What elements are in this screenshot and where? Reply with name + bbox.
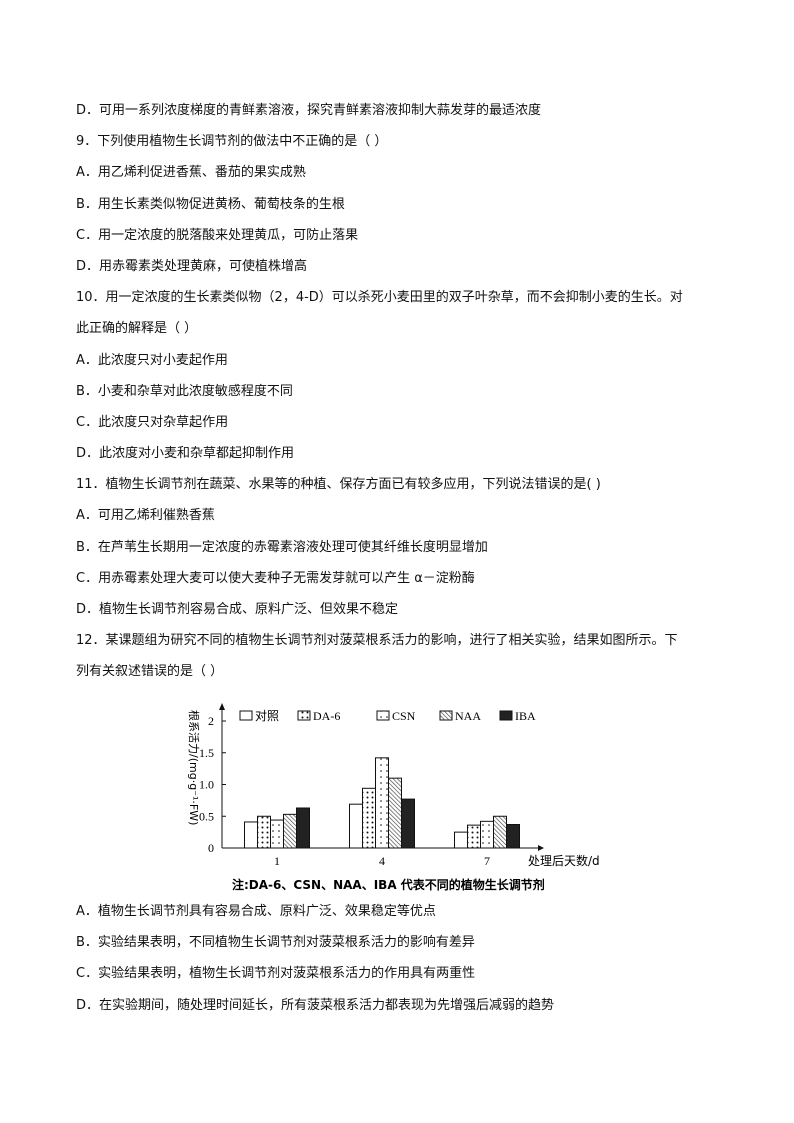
legend-swatch	[297, 710, 311, 721]
bar-NAA	[493, 815, 507, 849]
text-line: C．用赤霉素处理大麦可以使大麦种子无需发芽就可以产生 α－淀粉酶	[76, 570, 475, 586]
legend-label: CSN	[392, 709, 416, 723]
bar-CSN	[375, 757, 389, 849]
x-axis-arrow-icon	[538, 845, 544, 851]
text-line: D．可用一系列浓度梯度的青鲜素溶液，探究青鲜素溶液抑制大蒜发芽的最适浓度	[76, 103, 542, 118]
bar-对照	[454, 831, 468, 849]
y-axis-label: 根系活力/(mg·g⁻¹·FW)	[187, 710, 201, 825]
text-line: 11．植物生长调节剂在蔬菜、水果等的种植、保存方面已有较多应用，下列说法错误的是…	[76, 477, 601, 493]
text-line: A．此浓度只对小麦起作用	[76, 352, 228, 368]
text-line: C．用一定浓度的脱落酸来处理黄瓜，可防止落果	[76, 227, 359, 243]
y-tick-label: 2	[208, 714, 214, 728]
text-line: 12．某课题组为研究不同的植物生长调节剂对菠菜根系活力的影响，进行了相关实验，结…	[76, 633, 678, 649]
text-line: A．植物生长调节剂具有容易合成、原料广泛、效果稳定等优点	[76, 904, 436, 919]
text-line: D．用赤霉素类处理黄麻，可使植株增高	[76, 258, 308, 274]
bar-DA-6	[362, 787, 376, 849]
bar-对照	[244, 821, 258, 849]
x-tick-label: 1	[274, 854, 280, 868]
legend-swatch	[499, 710, 513, 721]
text-line: B．在芦苇生长期用一定浓度的赤霉素溶液处理可使其纤维长度明显增加	[76, 539, 488, 555]
bar-IBA	[506, 824, 520, 849]
text-line: D．此浓度对小麦和杂草都起抑制作用	[76, 446, 295, 462]
bar-NAA	[388, 777, 402, 849]
text-line: B．实验结果表明，不同植物生长调节剂对菠菜根系活力的影响有差异	[76, 935, 475, 951]
text-line: A．可用乙烯利催熟香蕉	[76, 508, 215, 524]
bar-NAA	[283, 813, 297, 849]
bar-IBA	[401, 798, 415, 849]
text-line: D．在实验期间，随处理时间延长，所有菠菜根系活力都表现为先增强后减弱的趋势	[76, 997, 555, 1013]
legend-label: 对照	[255, 709, 279, 723]
text-line: D．植物生长调节剂容易合成、原料广泛、但效果不稳定	[76, 602, 399, 617]
questions-text: D．可用一系列浓度梯度的青鲜素溶液，探究青鲜素溶液抑制大蒜发芽的最适浓度 9．下列…	[76, 95, 726, 688]
bar-CSN	[270, 819, 284, 849]
bar-对照	[349, 803, 363, 849]
legend-label: IBA	[515, 709, 536, 723]
legend-label: NAA	[455, 709, 481, 723]
x-tick-label: 4	[379, 854, 385, 868]
y-tick-label: 1.0	[199, 778, 214, 792]
bar-DA-6	[467, 824, 481, 849]
y-tick-label: 0.5	[199, 809, 214, 823]
bar-DA-6	[257, 815, 271, 849]
text-line: 10．用一定浓度的生长素类似物（2，4-D）可以杀死小麦田里的双子叶杂草，而不会…	[76, 290, 683, 306]
chart-note: 注:DA-6、CSN、NAA、IBA 代表不同的植物生长调节剂	[232, 877, 545, 892]
y-tick-label: 0	[208, 841, 214, 855]
text-line: A．用乙烯利促进香蕉、番茄的果实成熟	[76, 165, 306, 181]
text-line: B．小麦和杂草对此浓度敏感程度不同	[76, 383, 293, 399]
answer-options: A．植物生长调节剂具有容易合成、原料广泛、效果稳定等优点 B．实验结果表明，不同植…	[76, 896, 726, 1021]
y-tick-label: 1.5	[199, 746, 214, 760]
legend-swatch	[239, 710, 253, 721]
text-line: 列有关叙述错误的是（ ）	[76, 664, 224, 680]
legend-label: DA-6	[313, 709, 340, 723]
text-line: 此正确的解释是（ ）	[76, 321, 198, 337]
text-line: C．实验结果表明，植物生长调节剂对菠菜根系活力的作用具有两重性	[76, 966, 476, 982]
bar-IBA	[296, 807, 310, 849]
root-activity-chart: 0 0.5 1.0 1.5 2 1 4 7 对照 DA-6 CSN NAA IBA 处理后天数/d 根系活力…	[187, 703, 600, 892]
text-line: C．此浓度只对杂草起作用	[76, 414, 229, 430]
text-line: 9．下列使用植物生长调节剂的做法中不正确的是（ ）	[76, 134, 388, 150]
text-line: B．用生长素类似物促进黄杨、葡萄枝条的生根	[76, 196, 345, 212]
legend-swatch	[376, 710, 390, 721]
legend-swatch	[439, 710, 453, 721]
x-tick-label: 7	[484, 854, 490, 868]
y-axis-arrow-icon	[219, 703, 225, 710]
bar-CSN	[480, 820, 494, 849]
x-axis-label: 处理后天数/d	[528, 853, 600, 868]
